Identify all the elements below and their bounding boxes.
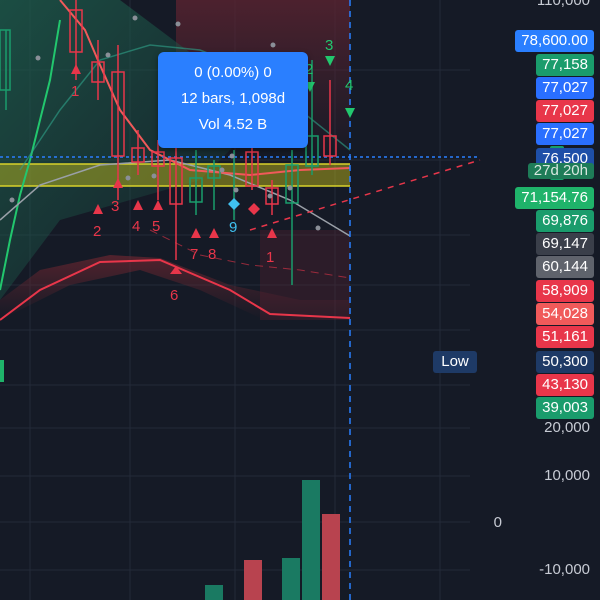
marker-label-blue: 9 bbox=[229, 219, 238, 236]
price-scale-label: 110,000 bbox=[536, 0, 590, 9]
price-tag[interactable]: 77,027 bbox=[536, 123, 594, 145]
price-tag[interactable]: 69,147 bbox=[536, 233, 594, 255]
dashed-trend-line bbox=[249, 159, 481, 231]
price-tag[interactable]: 58,909 bbox=[536, 280, 594, 302]
marker-label-red: 5 bbox=[152, 218, 161, 235]
marker-label-red: 4 bbox=[132, 218, 141, 235]
red-cloud bbox=[0, 255, 350, 320]
price-tag[interactable]: 43,130 bbox=[536, 374, 594, 396]
red-band-line bbox=[0, 258, 351, 321]
tooltip-change: 0 (0.00%) 0 bbox=[194, 64, 272, 81]
price-tag[interactable]: 77,158 bbox=[536, 54, 594, 76]
price-tag[interactable]: 51,161 bbox=[536, 326, 594, 348]
countdown-tag: 27d 20h bbox=[527, 163, 594, 179]
marker-label-red: 1 bbox=[266, 249, 275, 266]
volume-bars bbox=[205, 480, 340, 600]
marker-label-red: 1 bbox=[71, 83, 80, 100]
price-tag[interactable]: 50,300 bbox=[536, 351, 594, 373]
price-tag[interactable]: 39,003 bbox=[536, 397, 594, 419]
marker-label-red: 8 bbox=[208, 246, 217, 263]
tooltip-volume: Vol 4.52 B bbox=[198, 116, 268, 133]
price-scale-label: 20,000 bbox=[544, 419, 590, 436]
price-tag[interactable]: 77,027 bbox=[536, 77, 594, 99]
tooltip-range: 12 bars, 1,098d bbox=[180, 90, 286, 107]
price-tag[interactable]: 78,600.00 bbox=[515, 30, 594, 52]
green-line bbox=[0, 19, 61, 291]
red-ma-line bbox=[59, 0, 351, 177]
left-edge-tag bbox=[0, 360, 4, 382]
red-diamond-marker bbox=[248, 203, 260, 215]
marker-label-green: 4 bbox=[345, 77, 354, 94]
marker-label-red: 7 bbox=[190, 246, 199, 263]
price-tag[interactable]: 77,027 bbox=[536, 100, 594, 122]
price-tag[interactable]: 69,876 bbox=[536, 210, 594, 232]
low-label: Low bbox=[433, 351, 477, 373]
marker-label-green: 3 bbox=[325, 37, 334, 54]
price-tag[interactable]: 54,028 bbox=[536, 303, 594, 325]
measure-tooltip: 0 (0.00%) 0 12 bars, 1,098d Vol 4.52 B bbox=[158, 52, 308, 148]
marker-label-red: 3 bbox=[111, 198, 120, 215]
price-tag[interactable]: 60,144 bbox=[536, 256, 594, 278]
marker-label-red: 6 bbox=[170, 287, 179, 304]
price-tag[interactable]: 71,154.76 bbox=[515, 187, 594, 209]
red-cloud-block bbox=[260, 230, 350, 320]
marker-label-green: 2 bbox=[305, 61, 314, 78]
blue-diamond-marker bbox=[228, 198, 240, 210]
price-scale-label: 0 bbox=[493, 514, 502, 531]
price-scale-label: -10,000 bbox=[539, 561, 590, 578]
price-scale-label: 10,000 bbox=[544, 467, 590, 484]
red-triangle-markers bbox=[71, 64, 277, 274]
dashed-band bbox=[149, 229, 351, 279]
candles bbox=[0, 0, 337, 285]
marker-label-red: 2 bbox=[93, 223, 102, 240]
